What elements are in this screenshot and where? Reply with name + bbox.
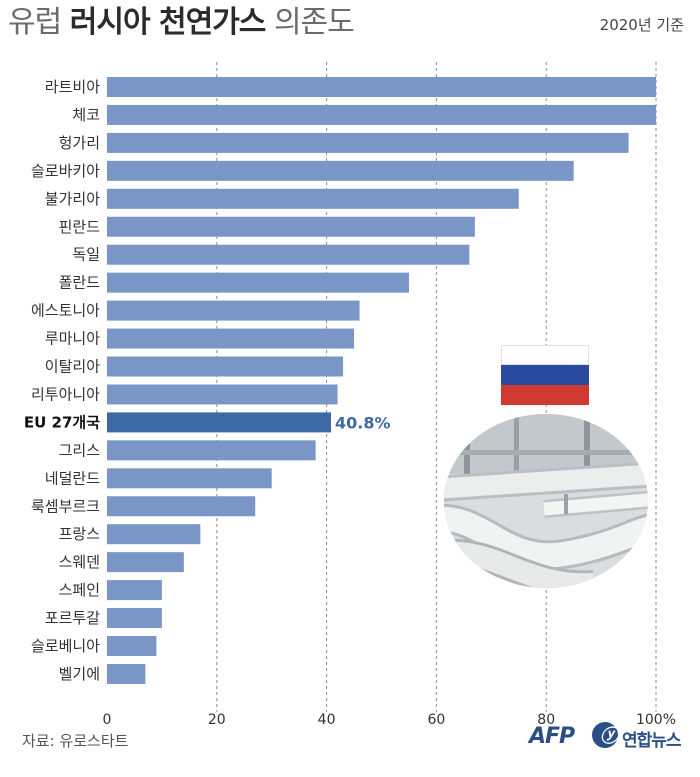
- flag-red-stripe: [501, 385, 589, 405]
- bar: [107, 188, 519, 209]
- title-prefix: 유럽: [8, 5, 62, 40]
- x-tick-label: 100%: [636, 712, 676, 728]
- bar: [107, 552, 184, 573]
- bar: [107, 440, 316, 461]
- source-note: 자료: 유로스타트: [22, 732, 129, 750]
- x-tick-label: 20: [208, 712, 226, 728]
- category-label: EU 27개국: [24, 413, 100, 431]
- bar: [107, 216, 475, 237]
- bar: [107, 524, 201, 545]
- bar: [107, 356, 344, 377]
- bar: [107, 496, 256, 517]
- bar: [107, 132, 629, 153]
- category-label: 네덜란드: [45, 469, 100, 487]
- bar: [107, 328, 355, 349]
- bar: [107, 160, 574, 181]
- category-label: 루마니아: [45, 330, 100, 348]
- category-label: 벨기에: [59, 665, 100, 683]
- category-label: 핀란드: [59, 218, 101, 236]
- x-tick-label: 0: [103, 712, 112, 728]
- title-bold: 러시아 천연가스: [69, 5, 267, 40]
- yna-logo-text: 연합뉴스: [622, 731, 682, 751]
- bar: [107, 608, 162, 629]
- category-label: 라트비아: [45, 78, 100, 96]
- basis-note: 2020년 기준: [599, 16, 684, 34]
- category-label: 그리스: [59, 441, 101, 459]
- bar: [107, 636, 157, 656]
- category-label: 리투아니아: [31, 385, 100, 403]
- bar: [107, 384, 338, 405]
- category-label: 이탈리아: [45, 358, 100, 376]
- bar: [107, 104, 656, 125]
- gas-pipeline-photo: [444, 414, 648, 588]
- bar-highlight: [107, 412, 331, 433]
- category-label: 스웨덴: [59, 553, 100, 571]
- category-label: 체코: [72, 106, 100, 124]
- category-label: 불가리아: [45, 190, 100, 208]
- bar: [107, 663, 146, 684]
- bar: [107, 77, 656, 97]
- category-label: 슬로베니아: [31, 637, 100, 655]
- highlight-value-label: 40.8%: [335, 413, 391, 432]
- bar: [107, 272, 409, 293]
- x-tick-label: 60: [427, 712, 445, 728]
- category-label: 독일: [72, 246, 100, 264]
- x-tick-label: 40: [318, 712, 336, 728]
- category-label: 헝가리: [59, 134, 100, 152]
- category-label: 룩셈부르크: [31, 497, 100, 515]
- category-label: 스페인: [59, 581, 100, 599]
- bar: [107, 468, 272, 489]
- yna-logo-icon: ⓨ: [592, 722, 618, 748]
- bar: [107, 580, 162, 601]
- flag-white-stripe: [501, 345, 589, 365]
- category-label: 포르투갈: [45, 609, 100, 627]
- flag-blue-stripe: [501, 365, 589, 385]
- afp-logo: AFP: [529, 724, 575, 749]
- x-tick-label: 80: [537, 712, 555, 728]
- bar: [107, 300, 360, 321]
- category-label: 에스토니아: [31, 302, 100, 320]
- chart-title: 유럽 러시아 천연가스 의존도: [8, 4, 355, 42]
- russia-flag-icon: [501, 345, 589, 405]
- title-suffix: 의존도: [273, 5, 355, 40]
- bar: [107, 244, 470, 265]
- category-label: 슬로바키아: [31, 162, 100, 180]
- category-label: 프랑스: [59, 525, 101, 543]
- category-label: 폴란드: [59, 274, 101, 292]
